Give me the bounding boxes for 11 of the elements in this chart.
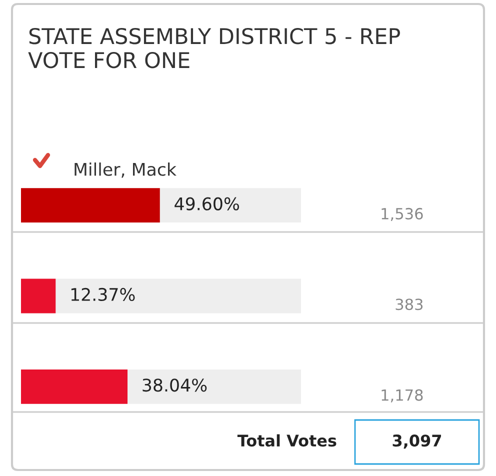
data-label: 38.04% xyxy=(142,378,207,392)
text: 1,178 xyxy=(382,389,423,402)
chart-title: STATE ASSEMBLY DISTRICT 5 - REP xyxy=(29,28,400,44)
text: 1,536 xyxy=(382,208,423,222)
data-label: 49.60% xyxy=(174,197,240,210)
text: 383 xyxy=(396,298,423,310)
text: Total Votes xyxy=(237,434,336,447)
text: 3,097 xyxy=(392,434,441,449)
chart-subtitle: VOTE FOR ONE xyxy=(28,52,190,68)
y-tick-label: Miller, Mack xyxy=(74,162,176,178)
data-label: 12.37% xyxy=(71,288,135,302)
